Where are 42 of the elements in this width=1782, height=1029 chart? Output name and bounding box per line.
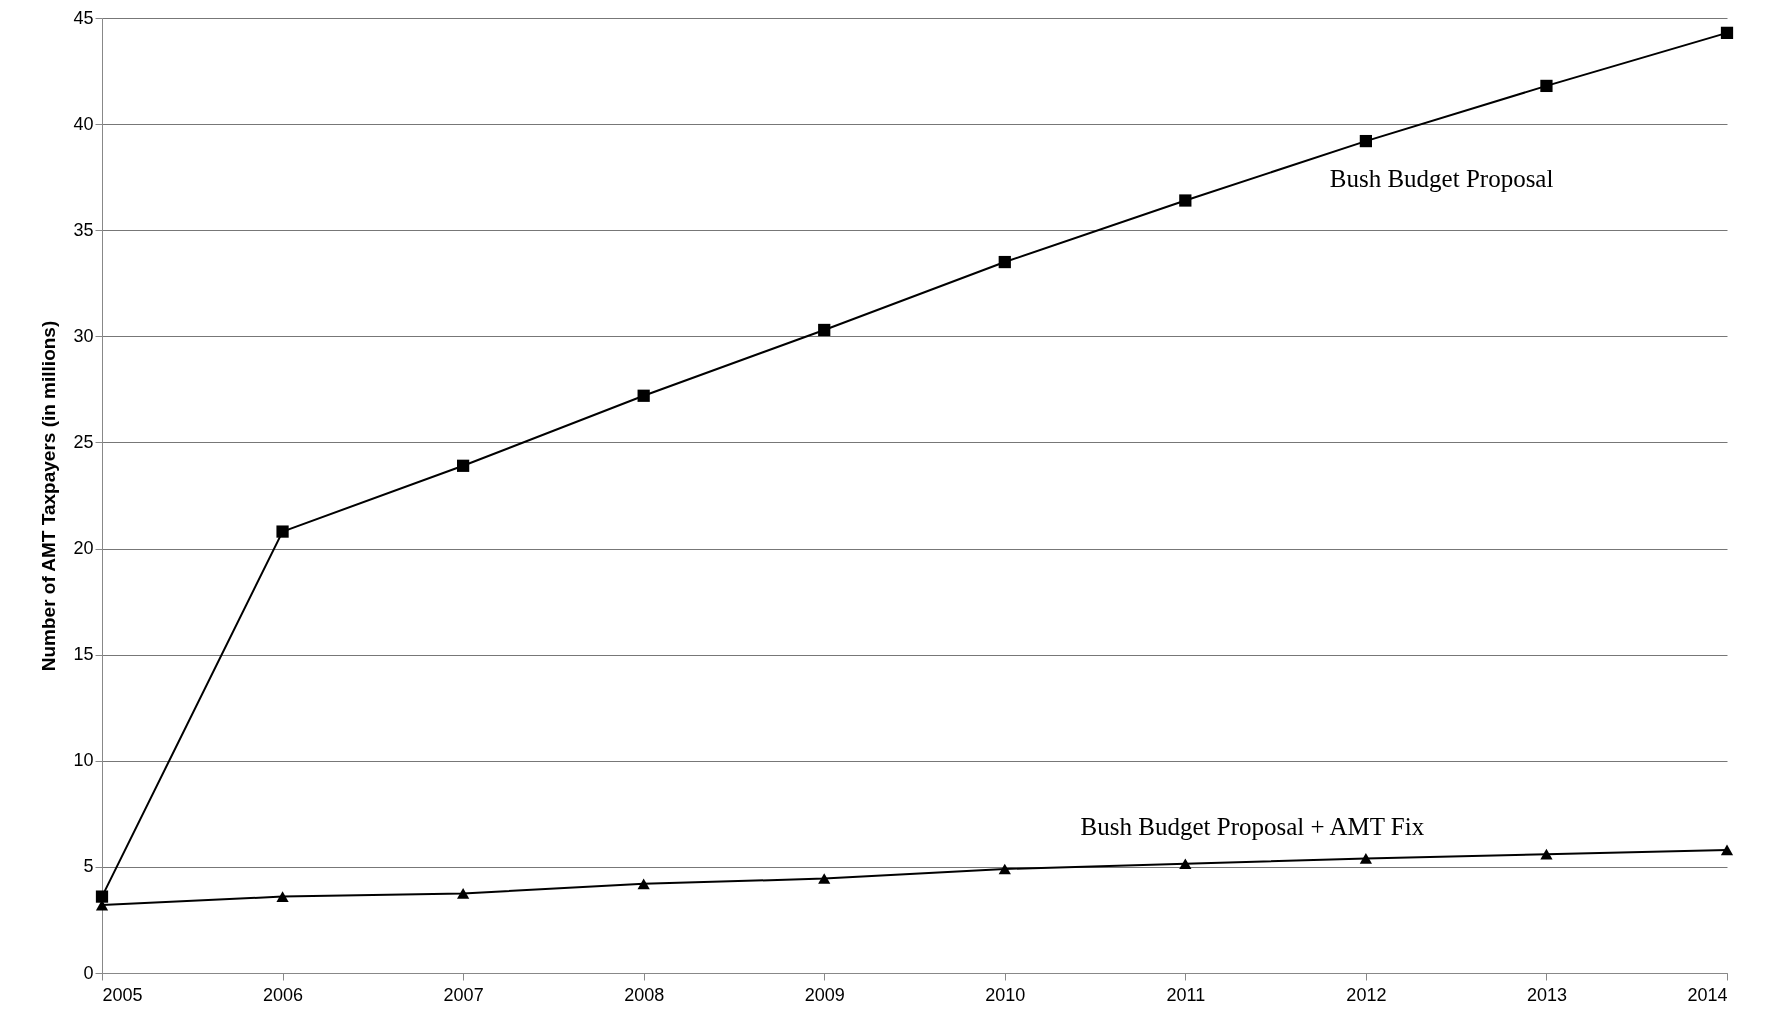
point — [818, 873, 831, 884]
x-tick-label: 2013 — [1526, 984, 1567, 1005]
point — [637, 878, 650, 890]
x-tick-label: 2005 — [102, 984, 143, 1005]
x-tick-label: 2011 — [1166, 984, 1206, 1005]
series-label: Bush Budget Proposal + AMT Fix — [1080, 812, 1425, 840]
point — [456, 459, 470, 472]
point — [1179, 858, 1192, 870]
point — [276, 891, 289, 902]
x-tick-label: 2010 — [985, 984, 1026, 1005]
y-tick-label: 25 — [73, 431, 94, 452]
point — [998, 863, 1011, 875]
point — [456, 888, 470, 899]
y-tick-label: 40 — [73, 113, 94, 134]
y-tick-label: 5 — [83, 856, 94, 877]
point — [1540, 848, 1553, 860]
point — [818, 323, 831, 337]
point — [637, 389, 650, 402]
y-tick-label: 10 — [73, 750, 94, 771]
y-tick-label: 30 — [73, 325, 94, 346]
x-tick-label: 2008 — [624, 984, 665, 1005]
series-label: Bush Budget Proposal — [1329, 164, 1554, 192]
y-tick-label: 15 — [73, 644, 94, 665]
y-tick-label: 35 — [73, 219, 94, 240]
point — [1540, 79, 1553, 93]
x-tick-label: 2007 — [443, 984, 484, 1005]
x-tick-label: 2006 — [263, 984, 304, 1005]
point — [1359, 134, 1373, 148]
x-tick-label: 2009 — [804, 984, 845, 1005]
y-tick-label: 0 — [83, 962, 94, 983]
y-tick-label: 20 — [73, 538, 94, 559]
point — [95, 890, 109, 903]
point — [998, 255, 1011, 269]
point — [1720, 26, 1734, 39]
y-tick-label: 45 — [73, 7, 94, 28]
point — [1179, 194, 1192, 207]
x-tick-label: 2012 — [1346, 984, 1387, 1005]
point — [1359, 853, 1373, 864]
y-axis-title: Number of AMT Taxpayers (in millions) — [38, 320, 60, 672]
point — [1720, 844, 1734, 856]
x-tick-label: 2014 — [1687, 984, 1728, 1005]
point — [276, 525, 289, 538]
